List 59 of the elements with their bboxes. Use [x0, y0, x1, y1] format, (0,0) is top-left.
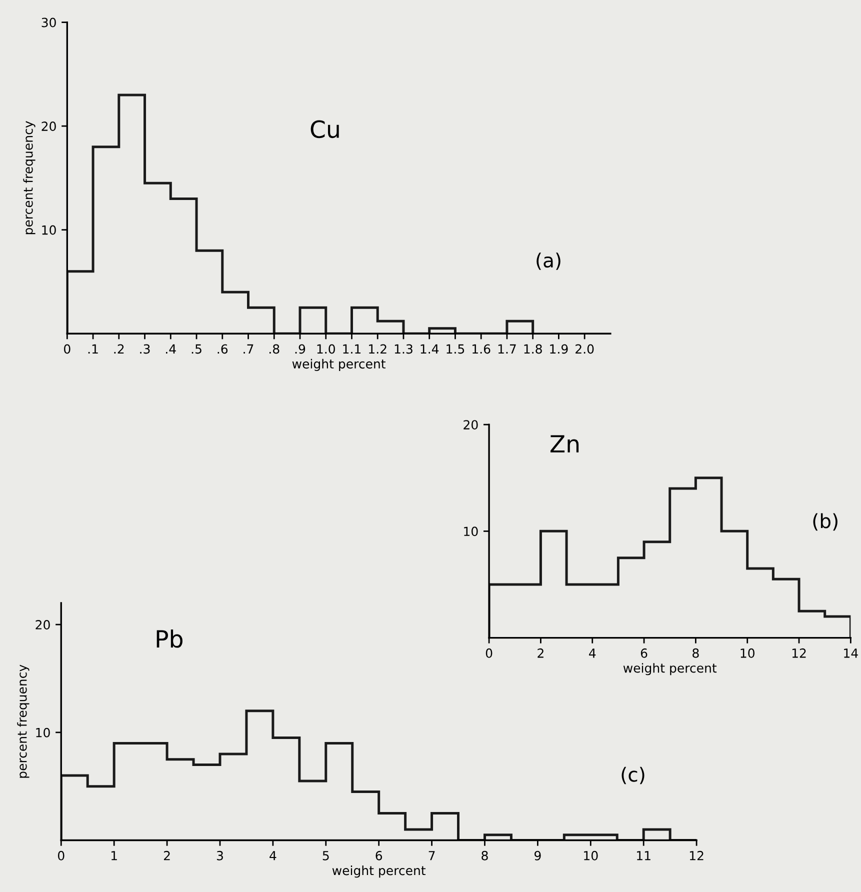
x-tick-label: 6 [376, 850, 382, 860]
text: Cu [310, 120, 339, 138]
x-tick-label: 0 [58, 850, 64, 860]
y-tick-label: 10 [36, 728, 50, 738]
x-tick-label: 10 [740, 648, 754, 658]
x-tick-label: 2 [538, 648, 544, 658]
x-tick-label: 9 [534, 850, 541, 860]
x-axis-title: weight percent [332, 866, 426, 878]
x-tick-label: 4 [270, 851, 276, 860]
x-tick-label: 0 [64, 344, 70, 354]
x-tick-label: .5 [192, 344, 202, 354]
x-tick-label: 5 [322, 851, 329, 860]
x-tick-label: 3 [216, 850, 223, 860]
y-tick-label: 20 [36, 620, 50, 630]
text: Pb [156, 630, 182, 648]
x-tick-label: .3 [140, 344, 150, 354]
x-tick-label: 8 [482, 850, 488, 860]
x-tick-label: .9 [295, 344, 306, 354]
x-tick-label: 1.7 [498, 344, 516, 354]
x-tick-label: 1 [111, 851, 117, 860]
y-tick-label: 20 [464, 420, 478, 430]
y-tick-label: 20 [42, 122, 56, 131]
x-tick-label: 1.4 [420, 344, 439, 354]
x-tick-label: 12 [792, 648, 806, 658]
y-axis-title: percent frequency [23, 121, 36, 234]
chart-title: Zn [550, 435, 579, 452]
x-axis-title: weight percent [292, 358, 386, 371]
x-tick-label: .4 [166, 344, 176, 354]
y-axis-title: percent frequency [17, 664, 30, 778]
x-tick-label: .1 [88, 344, 98, 354]
x-tick-label: .7 [244, 344, 254, 354]
x-tick-label: 1.5 [446, 344, 464, 354]
x-tick-label: 7 [428, 851, 435, 860]
x-tick-label: .6 [218, 344, 228, 354]
x-tick-label: 10 [584, 850, 598, 860]
y-tick-label: 30 [42, 18, 56, 28]
x-tick-label: 1.6 [472, 344, 490, 354]
x-tick-label: 6 [640, 648, 648, 658]
x-tick-label: 11 [637, 851, 650, 860]
x-tick-label: 8 [692, 648, 699, 658]
x-tick-label: 14 [844, 648, 858, 658]
x-tick-label: .2 [114, 344, 124, 354]
x-tick-label: 4 [589, 648, 596, 658]
x-tick-label: 1.2 [369, 344, 386, 354]
x-tick-label: 2 [164, 850, 170, 860]
x-tick-label: 1.0 [317, 344, 335, 354]
x-tick-label: 0 [486, 648, 492, 658]
x-axis-title: weight percent [623, 663, 717, 676]
x-tick-label: 1.8 [524, 344, 542, 354]
annotation: (b) [813, 513, 838, 531]
x-tick-label: 12 [690, 850, 704, 860]
x-tick-label: 1.1 [343, 344, 361, 354]
x-tick-label: 1.9 [550, 344, 568, 354]
annotation: (a) [536, 252, 560, 270]
x-tick-label: 1.3 [394, 344, 412, 354]
annotation: (c) [622, 766, 644, 784]
x-tick-label: 2.0 [576, 344, 594, 354]
y-tick-label: 10 [42, 225, 56, 235]
x-tick-label: .8 [270, 344, 280, 354]
